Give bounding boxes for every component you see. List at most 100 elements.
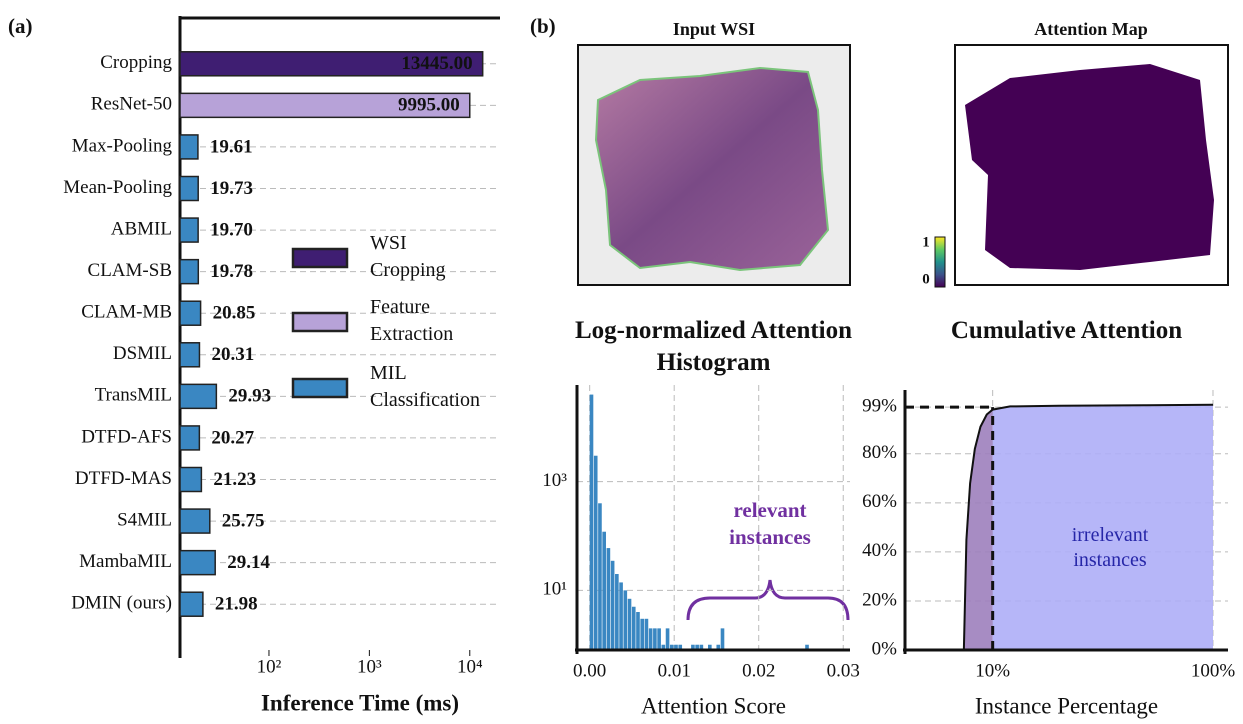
y-tick-label: 80% — [862, 442, 897, 463]
value-label: 20.27 — [211, 427, 254, 448]
panel-label: (a) — [8, 14, 33, 38]
y-tick-label: ResNet-50 — [91, 94, 172, 115]
value-label: 19.70 — [210, 219, 253, 240]
value-label: 19.73 — [210, 178, 253, 199]
y-tick-label: 0% — [872, 638, 898, 659]
y-tick-label: 99% — [862, 396, 897, 417]
bar — [179, 134, 199, 160]
x-tick-label: 10⁴ — [457, 656, 483, 677]
histogram-bar — [716, 644, 721, 650]
bar — [179, 217, 199, 243]
x-tick-label: 0.01 — [658, 660, 691, 681]
colorbar — [934, 236, 946, 288]
panel-label: (b) — [530, 14, 556, 38]
bar — [179, 258, 200, 285]
y-tick-label: 10¹ — [542, 579, 567, 600]
bar — [179, 591, 204, 617]
value-label: 29.93 — [228, 386, 271, 407]
x-tick-label: 0.02 — [742, 660, 775, 681]
image-title: Input WSI — [673, 19, 755, 39]
x-axis-label: Attention Score — [641, 693, 786, 718]
line — [962, 403, 1213, 651]
legend-swatch — [291, 377, 349, 399]
colorbar-label: 0 — [922, 271, 930, 287]
x-tick-label: 0.03 — [827, 660, 860, 681]
histogram-bar — [602, 531, 606, 650]
value-label: 25.75 — [222, 510, 265, 531]
histogram-bar — [631, 606, 636, 650]
legend-label: MIL Classification — [370, 362, 480, 411]
histogram-bar — [636, 612, 640, 650]
histogram-bar — [669, 644, 674, 650]
y-tick-label: DTFD-AFS — [81, 426, 172, 447]
bar — [179, 300, 202, 326]
y-tick-label: DMIN (ours) — [71, 593, 172, 614]
y-tick-label: 20% — [862, 589, 897, 610]
histogram-bar — [653, 628, 657, 650]
histogram-bar — [708, 644, 712, 650]
y-tick-label: 40% — [862, 540, 897, 561]
histogram-bar — [644, 618, 649, 650]
colorbar-label: 1 — [922, 234, 930, 250]
value-label: 9995.00 — [398, 95, 460, 116]
histogram-bar — [589, 394, 594, 650]
histogram-bar — [674, 644, 678, 650]
histogram-bar — [699, 644, 704, 650]
y-tick-label: DTFD-MAS — [75, 468, 172, 489]
histogram-bar — [695, 644, 699, 650]
y-tick-label: TransMIL — [95, 385, 172, 406]
chart-title: Cumulative Attention — [950, 317, 1183, 344]
x-tick-label: 10³ — [357, 656, 382, 677]
y-tick-label: MambaMIL — [79, 551, 172, 572]
bar — [179, 175, 199, 202]
histogram-bar — [615, 574, 619, 650]
y-tick-label: CLAM-SB — [88, 260, 172, 281]
y-tick-label: 10³ — [542, 470, 567, 491]
bar — [179, 549, 216, 576]
histogram-bar — [805, 644, 809, 650]
y-tick-label: DSMIL — [113, 343, 172, 364]
bar — [179, 383, 218, 410]
bar — [179, 51, 484, 77]
bar — [179, 508, 211, 534]
value-label: 19.78 — [210, 261, 253, 282]
histogram-bar — [598, 503, 602, 650]
value-label: 13445.00 — [401, 53, 472, 74]
y-tick-label: Cropping — [100, 52, 172, 73]
x-tick-label: 10² — [257, 656, 282, 677]
bar — [179, 92, 471, 119]
legend-swatch — [291, 311, 349, 333]
chart-title: Log-normalized Attention Histogram — [574, 317, 853, 376]
value-label: 21.23 — [213, 469, 256, 490]
y-tick-label: Max-Pooling — [72, 135, 173, 156]
x-tick-label: 100% — [1191, 660, 1236, 681]
histogram-bar — [610, 560, 615, 650]
x-axis-label: Instance Percentage — [975, 693, 1158, 718]
attention-image — [965, 64, 1214, 270]
value-label: 20.31 — [211, 344, 254, 365]
y-tick-label: Mean-Pooling — [63, 177, 172, 198]
tissue-image — [594, 66, 830, 272]
value-label: 19.61 — [210, 136, 253, 157]
x-tick-label: 0.00 — [573, 660, 606, 681]
histogram-bar — [627, 598, 632, 650]
brace — [686, 579, 850, 621]
histogram-bar — [606, 548, 611, 650]
x-tick-label: 10% — [975, 660, 1010, 681]
value-label: 21.98 — [215, 594, 258, 615]
legend-swatch — [291, 247, 349, 269]
histogram-bar — [678, 644, 683, 650]
histogram-bar — [720, 628, 725, 650]
y-tick-label: 60% — [862, 491, 897, 512]
legend-label: Feature Extraction — [370, 296, 454, 345]
bar — [179, 342, 201, 368]
bar — [179, 425, 201, 451]
histogram-bar — [619, 582, 623, 650]
annotation: relevant instances — [729, 498, 811, 549]
area-fill — [992, 404, 1213, 650]
histogram-bar — [657, 628, 661, 650]
histogram-bar — [665, 628, 670, 650]
histogram-bar — [623, 590, 628, 650]
histogram-bar — [640, 618, 645, 650]
